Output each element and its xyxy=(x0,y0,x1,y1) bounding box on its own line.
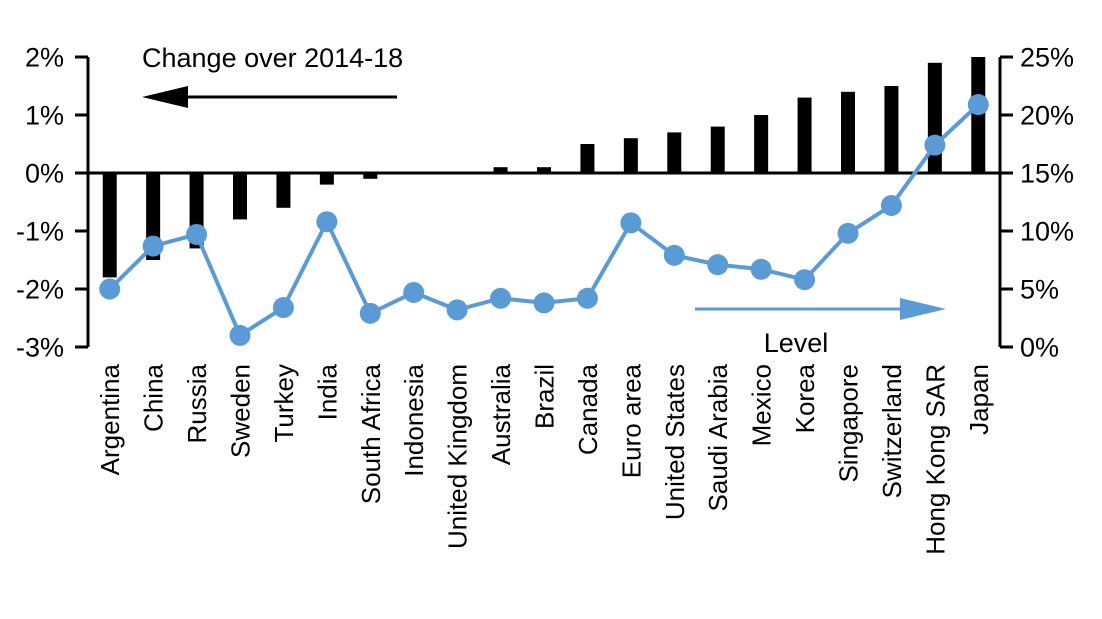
category-label-canada: Canada xyxy=(573,363,603,455)
left-axis-tick-label: -1% xyxy=(16,217,64,247)
right-axis-tick-label: 15% xyxy=(1020,159,1074,189)
category-label-russia: Russia xyxy=(182,363,212,443)
category-label-united-kingdom: United Kingdom xyxy=(443,364,473,549)
right-axis-tick-label: 10% xyxy=(1020,217,1074,247)
change-annotation-label: Change over 2014-18 xyxy=(142,43,403,73)
level-marker-turkey xyxy=(272,297,294,319)
level-marker-euro-area xyxy=(620,212,642,234)
bar-turkey xyxy=(276,173,291,208)
level-marker-indonesia xyxy=(403,281,425,303)
category-label-turkey: Turkey xyxy=(269,364,299,443)
category-label-argentina: Argentina xyxy=(95,363,125,475)
level-marker-united-states xyxy=(663,244,685,266)
category-label-india: India xyxy=(312,363,342,420)
left-axis-tick-label: -3% xyxy=(16,333,64,363)
change-arrow-head-icon xyxy=(142,86,188,108)
bar-korea xyxy=(797,97,812,173)
category-label-brazil: Brazil xyxy=(530,364,560,429)
bar-canada xyxy=(580,144,595,173)
category-label-south-africa: South Africa xyxy=(356,363,386,504)
level-arrow-head-icon xyxy=(900,298,946,320)
right-axis-tick-label: 0% xyxy=(1020,333,1059,363)
level-marker-mexico xyxy=(750,258,772,280)
bar-switzerland xyxy=(884,86,899,173)
right-axis-tick-label: 25% xyxy=(1020,43,1074,73)
level-marker-hong-kong-sar xyxy=(924,134,946,156)
bar-united-states xyxy=(667,132,682,173)
left-axis-tick-label: 2% xyxy=(25,43,64,73)
level-marker-brazil xyxy=(533,292,555,314)
left-axis-tick-label: 0% xyxy=(25,159,64,189)
bar-singapore xyxy=(841,91,855,173)
bar-euro-area xyxy=(623,138,638,173)
level-marker-singapore xyxy=(837,222,859,244)
bar-hong-kong-sar xyxy=(927,62,942,173)
bar-brazil xyxy=(537,167,551,173)
level-marker-south-africa xyxy=(359,302,381,324)
annotations: Change over 2014-18 Level xyxy=(142,43,946,358)
level-marker-japan xyxy=(967,94,989,116)
category-label-japan: Japan xyxy=(964,364,994,435)
level-marker-switzerland xyxy=(880,194,902,216)
category-label-korea: Korea xyxy=(790,363,820,433)
bar-series-change-over-2014-18 xyxy=(102,57,986,278)
category-label-australia: Australia xyxy=(486,363,516,465)
left-axis-tick-label: -2% xyxy=(16,275,64,305)
bar-australia xyxy=(493,167,508,173)
left-axis-tick-label: 1% xyxy=(25,101,64,131)
bar-mexico xyxy=(754,115,769,173)
category-axis-labels: Argentina China Russia Sweden Turkey India Sou… xyxy=(95,363,994,554)
right-axis-tick-label: 5% xyxy=(1020,275,1059,305)
level-marker-united-kingdom xyxy=(446,299,468,321)
level-marker-sweden xyxy=(229,324,251,346)
bar-india xyxy=(319,173,334,185)
right-axis-tick-label: 20% xyxy=(1020,101,1074,131)
category-label-singapore: Singapore xyxy=(834,364,864,483)
bar-argentina xyxy=(102,173,117,278)
bar-south-africa xyxy=(363,173,378,179)
category-label-euro-area: Euro area xyxy=(616,363,646,478)
level-marker-saudi-arabia xyxy=(707,254,729,276)
category-label-mexico: Mexico xyxy=(747,364,777,446)
category-label-saudi-arabia: Saudi Arabia xyxy=(703,363,733,511)
level-marker-australia xyxy=(490,287,512,309)
category-label-sweden: Sweden xyxy=(226,364,256,458)
level-marker-india xyxy=(316,211,338,233)
bar-saudi-arabia xyxy=(710,126,725,173)
level-marker-korea xyxy=(794,269,816,291)
category-label-indonesia: Indonesia xyxy=(399,363,429,476)
level-marker-argentina xyxy=(99,278,121,300)
level-marker-canada xyxy=(576,287,598,309)
category-label-switzerland: Switzerland xyxy=(877,364,907,498)
level-marker-china xyxy=(142,235,164,257)
level-marker-russia xyxy=(186,223,208,245)
bar-sweden xyxy=(233,173,247,220)
category-label-china: China xyxy=(139,363,169,431)
level-annotation-label: Level xyxy=(764,328,829,358)
category-label-united-states: United States xyxy=(660,364,690,520)
line-series-level xyxy=(99,94,989,346)
category-label-hong-kong-sar: Hong Kong SAR xyxy=(920,364,950,555)
